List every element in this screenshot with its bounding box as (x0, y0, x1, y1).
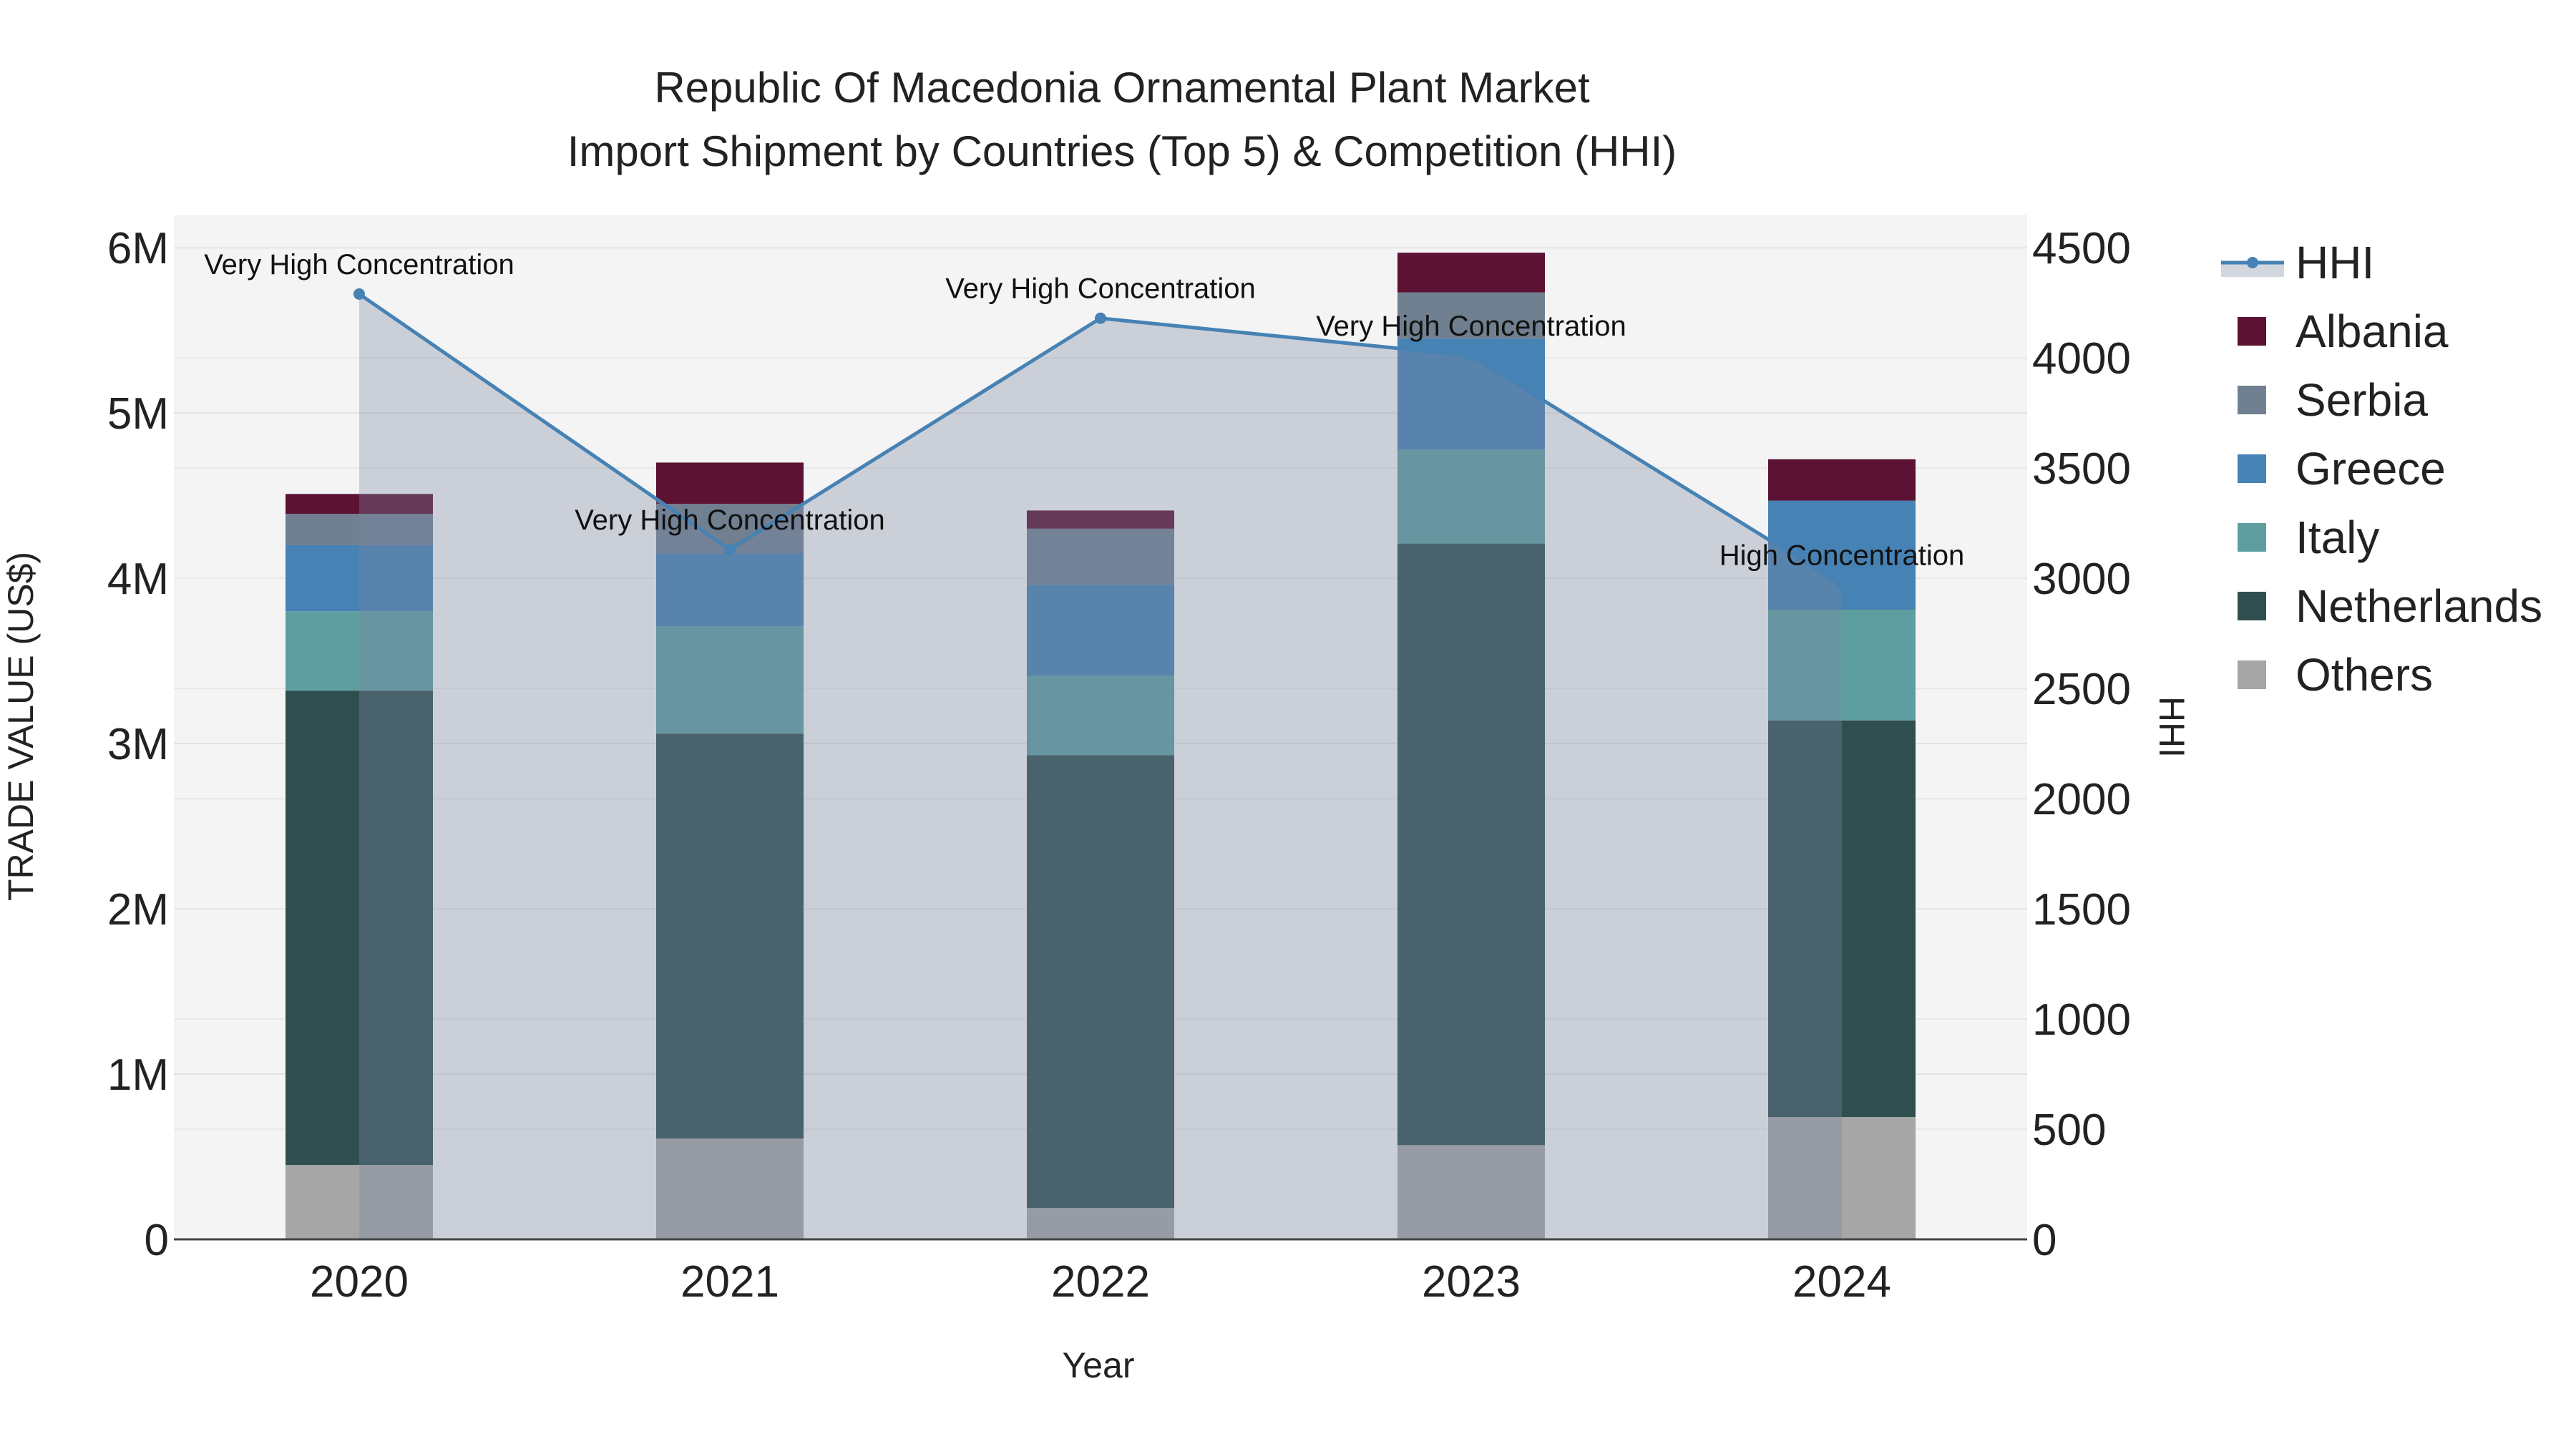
bar-albania-2023 (1397, 253, 1545, 293)
legend-label-netherlands: Netherlands (2296, 580, 2542, 632)
bar-others-2020 (286, 1165, 433, 1239)
hhi-annotation-2024: High Concentration (1719, 540, 1964, 571)
legend-label-greece: Greece (2296, 443, 2446, 494)
y-tick-label-3m: 3M (107, 720, 169, 769)
x-tick-label-2022: 2022 (1051, 1257, 1150, 1307)
bar-netherlands-2021 (656, 733, 804, 1139)
x-axis-label: Year (1062, 1345, 1134, 1385)
y2-tick-label-3000: 3000 (2032, 555, 2131, 604)
y2-tick-label-4500: 4500 (2032, 224, 2131, 273)
x-tick-label-2020: 2020 (310, 1257, 409, 1307)
bar-others-2022 (1027, 1208, 1174, 1239)
legend-swatch-italy (2238, 523, 2266, 552)
bar-italy-2020 (286, 611, 433, 691)
y2-tick-label-0: 0 (2032, 1216, 2057, 1265)
legend-swatch-greece (2238, 454, 2266, 483)
legend-swatch-serbia (2238, 386, 2266, 414)
legend-label-hhi: HHI (2296, 237, 2374, 288)
bar-albania-2022 (1027, 510, 1174, 529)
legend-swatch-others (2238, 660, 2266, 689)
y-axis-label: TRADE VALUE (US$) (1, 552, 41, 901)
bar-netherlands-2023 (1397, 543, 1545, 1146)
hhi-annotation-2021: Very High Concentration (575, 504, 885, 536)
y2-tick-label-4000: 4000 (2032, 334, 2131, 384)
hhi-point-2023 (1465, 350, 1477, 362)
y2-tick-label-3500: 3500 (2032, 444, 2131, 494)
hhi-point-2024 (1836, 579, 1848, 591)
bar-stacks (286, 253, 1916, 1239)
hhi-annotation-2023: Very High Concentration (1316, 311, 1626, 342)
bar-serbia-2022 (1027, 528, 1174, 585)
y2-tick-label-2000: 2000 (2032, 775, 2131, 824)
x-tick-label-2023: 2023 (1422, 1257, 1521, 1307)
bar-others-2024 (1768, 1117, 1916, 1239)
bar-albania-2021 (656, 462, 804, 504)
legend-label-others: Others (2296, 649, 2433, 701)
bar-netherlands-2020 (286, 691, 433, 1166)
hhi-annotation-2020: Very High Concentration (204, 249, 514, 280)
hhi-point-2022 (1095, 312, 1106, 324)
bar-italy-2024 (1768, 610, 1916, 721)
legend-swatch-albania (2238, 317, 2266, 346)
legend-swatch-hhi-area (2221, 263, 2284, 277)
y2-tick-label-500: 500 (2032, 1106, 2106, 1155)
bar-greece-2020 (286, 545, 433, 612)
bar-italy-2023 (1397, 449, 1545, 544)
x-tick-label-2024: 2024 (1792, 1257, 1891, 1307)
y-tick-label-1m: 1M (107, 1050, 169, 1100)
y2-tick-label-1500: 1500 (2032, 885, 2131, 935)
hhi-annotation-2022: Very High Concentration (945, 273, 1256, 305)
legend-swatch-netherlands (2238, 592, 2266, 620)
y2-axis-ticks: 0 500 1000 1500 2000 2500 3000 3500 4000 4500 (2032, 224, 2131, 1265)
legend-label-albania: Albania (2296, 306, 2449, 357)
y-axis-ticks: 0 1M 2M 3M 4M 5M 6M (107, 224, 169, 1265)
legend: HHI Albania Serbia Greece Italy Netherlands Ot… (2221, 237, 2542, 701)
y-tick-label-5m: 5M (107, 389, 169, 439)
x-tick-label-2021: 2021 (680, 1257, 779, 1307)
chart-title-line2: Import Shipment by Countries (Top 5) & C… (567, 127, 1677, 175)
bar-albania-2024 (1768, 459, 1916, 501)
bar-others-2023 (1397, 1145, 1545, 1239)
bar-others-2021 (656, 1138, 804, 1239)
bar-greece-2022 (1027, 585, 1174, 676)
x-axis-ticks: 2020 2021 2022 2023 2024 (310, 1257, 1891, 1307)
bar-netherlands-2024 (1768, 720, 1916, 1118)
y-tick-label-4m: 4M (107, 555, 169, 604)
hhi-point-2021 (724, 544, 736, 556)
hhi-area-fill (359, 293, 1842, 1239)
y-tick-label-2m: 2M (107, 885, 169, 935)
y-tick-label-0: 0 (145, 1216, 169, 1265)
bar-greece-2021 (656, 553, 804, 627)
legend-label-serbia: Serbia (2296, 374, 2428, 426)
y-tick-label-6m: 6M (107, 224, 169, 273)
bar-netherlands-2022 (1027, 755, 1174, 1209)
bar-italy-2022 (1027, 675, 1174, 756)
y2-tick-label-2500: 2500 (2032, 665, 2131, 714)
bar-serbia-2023 (1397, 292, 1545, 339)
legend-swatch-hhi-marker (2247, 257, 2258, 268)
hhi-layer: Very High Concentration Very High Concent… (204, 249, 1964, 1239)
hhi-point-2020 (353, 288, 365, 300)
bar-italy-2021 (656, 626, 804, 734)
y2-tick-label-1000: 1000 (2032, 995, 2131, 1045)
bar-serbia-2020 (286, 514, 433, 545)
legend-label-italy: Italy (2296, 512, 2379, 563)
y2-axis-label: HHI (2152, 696, 2192, 758)
chart-title-line1: Republic Of Macedonia Ornamental Plant M… (654, 64, 1590, 112)
bar-albania-2020 (286, 494, 433, 514)
